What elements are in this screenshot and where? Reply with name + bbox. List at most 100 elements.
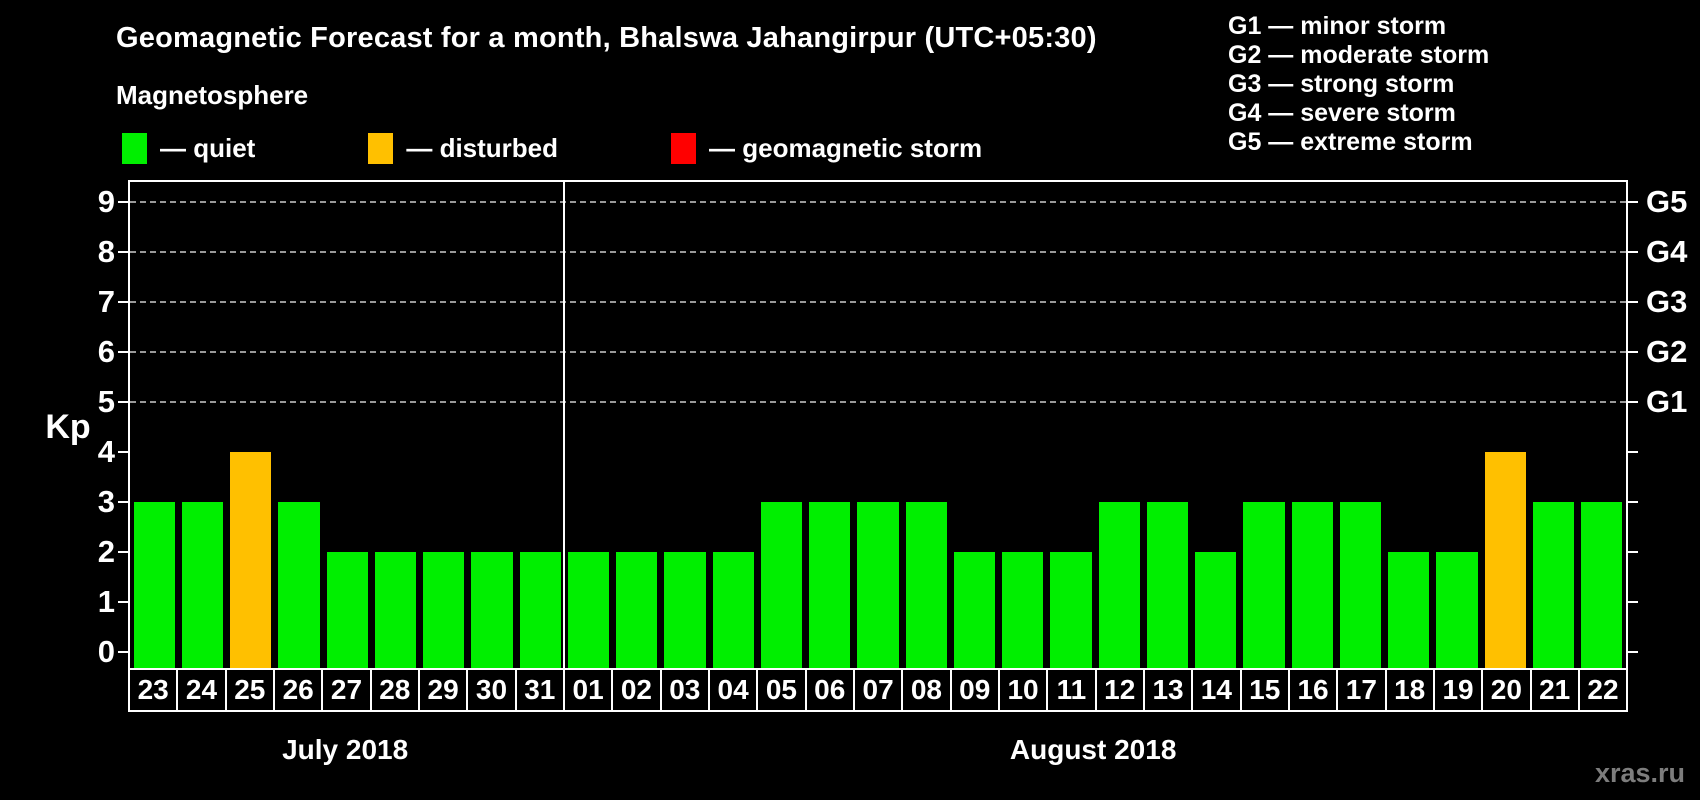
kp-bar [1243,502,1285,668]
date-cell: 28 [372,670,420,710]
right-axis-tick [1626,401,1638,403]
chart-title: Geomagnetic Forecast for a month, Bhalsw… [116,22,1097,54]
kp-bar [905,502,947,668]
kp-bar [760,502,803,668]
kp-bar [1388,552,1430,668]
g-tick-label: G3 [1646,284,1688,319]
kp-bar [712,552,754,668]
kp-axis-title: Kp [45,408,91,446]
disturbed-label: — disturbed [406,133,559,163]
kp-bar [1050,552,1092,668]
plot-frame-left [128,180,130,668]
date-cell: 25 [227,670,275,710]
legend-item-quiet: — quiet [122,133,255,164]
kp-bar [567,552,610,668]
month-label: July 2018 [282,734,409,765]
date-cell: 02 [613,670,662,710]
kp-bar [374,552,417,668]
left-axis-tick [118,251,128,253]
date-cell: 03 [662,670,710,710]
plot-frame-right [1626,180,1628,668]
date-cell: 11 [1048,670,1097,710]
left-axis-tick [118,551,128,553]
legend-item-disturbed: — disturbed [368,133,558,164]
kp-tick-label: 0 [97,634,115,669]
date-cell: 31 [517,670,565,710]
plot-frame-top [128,180,1628,182]
g-tick-label: G2 [1646,334,1688,369]
kp-bar [519,552,561,668]
left-axis-tick [118,601,128,603]
date-cell: 15 [1242,670,1290,710]
date-cell: 12 [1097,670,1145,710]
kp-bar [1436,552,1478,668]
date-cell: 16 [1290,670,1339,710]
date-cell: 27 [323,670,372,710]
kp-bar [133,502,175,668]
kp-tick-label: 8 [97,234,115,269]
left-axis-tick [118,351,128,353]
kp-bar [1532,502,1575,668]
date-cell: 13 [1145,670,1194,710]
kp-bar [1339,502,1382,668]
date-cell: 17 [1338,670,1387,710]
g-tick-label: G1 [1646,384,1688,419]
left-axis-tick [118,501,128,503]
storm-label: — geomagnetic storm [709,133,983,163]
right-axis-tick [1626,201,1638,203]
kp-bar [1002,552,1044,668]
legend-item-storm: — geomagnetic storm [671,133,982,164]
quiet-swatch [122,133,147,164]
date-cell: 19 [1435,670,1484,710]
date-cell: 14 [1193,670,1242,710]
g-tick-label: G4 [1646,234,1688,269]
kp-bar [809,502,851,668]
kp-bar [423,552,465,668]
kp-bar [471,552,513,668]
right-axis-tick [1626,601,1638,603]
date-cell: 21 [1532,670,1580,710]
kp-tick-label: 4 [97,434,115,469]
date-cell: 18 [1387,670,1435,710]
magnetosphere-label: Magnetosphere [116,80,309,110]
kp-tick-label: 9 [97,184,115,219]
date-cell: 01 [565,670,614,710]
right-axis-tick [1626,651,1638,653]
g2-legend-line: G2 — moderate storm [1228,41,1490,69]
month-label: August 2018 [1009,734,1177,765]
g5-legend-line: G5 — extreme storm [1228,128,1473,156]
kp-bar [1098,502,1140,668]
gridline-kp6 [130,351,1626,353]
kp-bar [1291,502,1333,668]
date-cell: 05 [758,670,807,710]
kp-tick-label: 3 [97,484,115,519]
kp-bar [953,552,996,668]
month-separator [563,182,566,668]
gridline-kp7 [130,301,1626,303]
date-cell: 07 [855,670,904,710]
gridline-kp8 [130,251,1626,253]
date-cell: 26 [275,670,324,710]
plot-area: 0 1 2 3 4 5 G1 6 G2 7 G3 8 G4 9 G5 [98,182,1687,669]
date-cell: 24 [178,670,227,710]
right-axis-tick [1626,301,1638,303]
gridline-kp5 [130,401,1626,403]
kp-tick-label: 2 [97,534,115,569]
storm-swatch [671,133,697,164]
kp-bar [616,552,658,668]
date-cell: 30 [468,670,517,710]
left-axis-tick [118,451,128,453]
date-cell: 08 [903,670,952,710]
kp-bar [664,552,706,668]
right-axis-tick [1626,351,1638,353]
kp-bar [1484,452,1526,668]
kp-tick-label: 1 [97,584,115,619]
date-cell: 29 [420,670,469,710]
right-axis-tick [1626,501,1638,503]
left-axis-tick [118,301,128,303]
left-axis-tick [118,201,128,203]
date-cell: 10 [1000,670,1049,710]
right-axis-tick [1626,551,1638,553]
g1-legend-line: G1 — minor storm [1228,12,1447,40]
